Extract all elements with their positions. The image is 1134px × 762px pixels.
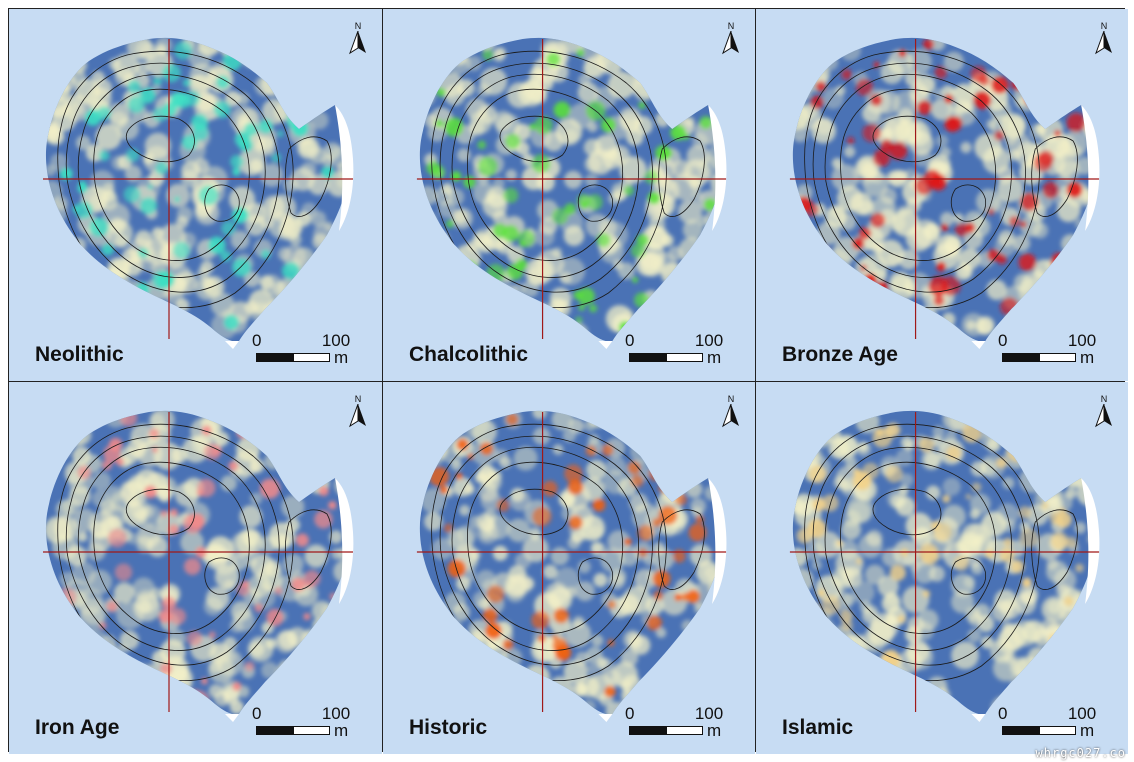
scale-unit: m	[1080, 721, 1095, 740]
north-label: N	[1100, 21, 1108, 31]
contour-lines	[431, 50, 705, 308]
edge-highlight	[708, 478, 727, 604]
panel-label: Islamic	[782, 716, 854, 739]
panel-label: Chalcolithic	[409, 343, 529, 366]
scale-bar: 0 100 m	[252, 704, 356, 740]
edge-notch	[225, 714, 239, 722]
scale-unit: m	[334, 721, 349, 740]
contour-lines	[431, 423, 705, 681]
watermark: whrgc027.co	[1035, 746, 1126, 760]
density-map	[789, 37, 1100, 349]
north-label: N	[1100, 394, 1108, 404]
contour-lines	[804, 423, 1078, 681]
north-arrow-icon	[349, 30, 366, 55]
map-grid: N 0 100 m Neolithic	[8, 8, 1128, 754]
density-map	[416, 37, 727, 349]
map-panel-neolithic: N 0 100 m Neolithic	[9, 9, 382, 381]
edge-highlight	[708, 105, 727, 231]
scale-max: 100	[694, 704, 724, 723]
scale-max: 100	[321, 331, 351, 350]
scale-bar: 0 100 m	[252, 331, 356, 367]
density-map	[43, 37, 354, 349]
edge-notch	[971, 714, 986, 722]
scale-zero: 0	[625, 331, 635, 350]
north-arrow: N	[1094, 21, 1114, 57]
scale-bar-graphic	[1002, 353, 1076, 362]
edge-highlight	[1081, 478, 1100, 604]
north-arrow: N	[348, 394, 368, 430]
scale-bar: 0 100 m	[625, 704, 729, 740]
scale-bar-graphic	[629, 726, 703, 735]
north-arrow-icon	[1095, 403, 1112, 428]
map-panel-islamic: N 0 100 m Islamic	[756, 382, 1128, 754]
map-panel-chalcolithic: N 0 100 m Chalcolithic	[383, 9, 755, 381]
scale-unit: m	[1080, 348, 1095, 367]
edge-notch	[598, 714, 613, 722]
contour-lines	[57, 423, 332, 681]
map-panel-historic: N 0 100 m Historic	[383, 382, 755, 754]
north-arrow: N	[721, 21, 741, 57]
density-map	[43, 410, 354, 722]
contour-lines	[804, 50, 1078, 308]
map-panel-iron-age: N 0 100 m Iron Age	[9, 382, 382, 754]
scale-unit: m	[707, 348, 722, 367]
edge-highlight	[335, 478, 354, 604]
scale-bar: 0 100 m	[625, 331, 729, 367]
north-arrow: N	[721, 394, 741, 430]
density-map	[789, 410, 1100, 722]
density-map	[416, 410, 727, 722]
scale-unit: m	[707, 721, 722, 740]
scale-unit: m	[334, 348, 349, 367]
edge-notch	[225, 341, 239, 349]
north-arrow-icon	[1095, 30, 1112, 55]
scale-max: 100	[1067, 704, 1097, 723]
north-label: N	[727, 21, 735, 31]
panel-label: Historic	[409, 716, 488, 739]
north-label: N	[354, 394, 362, 404]
edge-notch	[598, 341, 613, 349]
north-label: N	[727, 394, 735, 404]
edge-highlight	[1081, 105, 1100, 231]
scale-zero: 0	[998, 331, 1008, 350]
scale-bar-graphic	[1002, 726, 1076, 735]
map-panel-bronze-age: N 0 100 m Bronze Age	[756, 9, 1128, 381]
north-label: N	[354, 21, 362, 31]
panel-label: Neolithic	[35, 343, 124, 366]
contour-lines	[57, 50, 332, 308]
north-arrow-icon	[722, 30, 739, 55]
north-arrow: N	[1094, 394, 1114, 430]
scale-max: 100	[1067, 331, 1097, 350]
scale-zero: 0	[625, 704, 635, 723]
scale-max: 100	[694, 331, 724, 350]
scale-bar-graphic	[629, 353, 703, 362]
scale-zero: 0	[252, 331, 262, 350]
north-arrow: N	[348, 21, 368, 57]
scale-max: 100	[321, 704, 351, 723]
scale-bar: 0 100 m	[998, 704, 1102, 740]
scale-zero: 0	[252, 704, 262, 723]
scale-zero: 0	[998, 704, 1008, 723]
edge-notch	[971, 341, 986, 349]
scale-bar-graphic	[256, 726, 330, 735]
scale-bar: 0 100 m	[998, 331, 1102, 367]
panel-label: Bronze Age	[782, 343, 898, 366]
panel-label: Iron Age	[35, 716, 120, 739]
edge-highlight	[335, 105, 354, 231]
north-arrow-icon	[722, 403, 739, 428]
north-arrow-icon	[349, 403, 366, 428]
scale-bar-graphic	[256, 353, 330, 362]
